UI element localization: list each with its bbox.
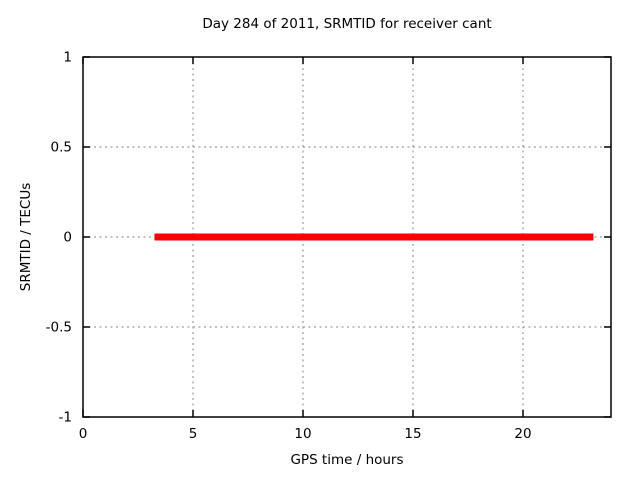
x-tick-label: 10 <box>294 426 311 442</box>
y-tick-label: -1 <box>59 410 72 426</box>
y-tick-label: 0 <box>63 230 72 246</box>
y-tick-label: 0.5 <box>51 140 72 156</box>
x-tick-label: 5 <box>189 426 198 442</box>
x-tick-label: 0 <box>79 426 88 442</box>
chart-title: Day 284 of 2011, SRMTID for receiver can… <box>202 16 492 32</box>
y-tick-label: 1 <box>63 50 72 66</box>
x-tick-label: 20 <box>514 426 531 442</box>
x-tick-label: 15 <box>404 426 421 442</box>
y-axis-label: SRMTID / TECUs <box>18 182 34 292</box>
x-axis-label: GPS time / hours <box>290 452 404 468</box>
y-tick-label: -0.5 <box>46 320 72 336</box>
